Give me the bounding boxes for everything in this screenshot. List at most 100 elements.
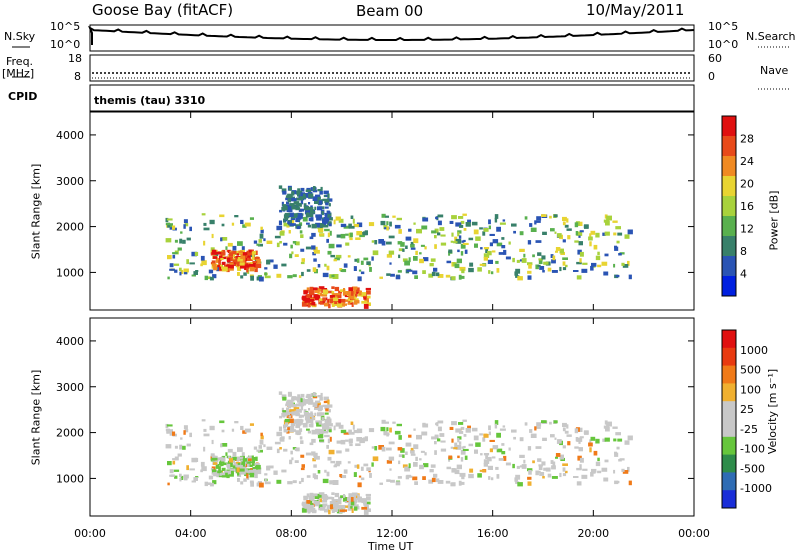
velocity-echo-cell [246,473,249,479]
velocity-echo-cell [312,396,318,399]
power-echo-cell [191,251,197,257]
velocity-echo-cell [574,428,579,434]
power-echo-cell [327,232,330,238]
power-echo-cell [296,241,300,246]
power-echo-cell [368,263,371,267]
power-echo-cell [378,239,384,244]
power-echo-cell [496,226,501,232]
power-echo-cell [331,286,335,289]
power-echo-cell [189,262,195,265]
velocity-echo-cell [402,454,405,458]
velocity-echo-cell [225,470,231,475]
beam-title: Beam 00 [356,2,424,20]
velocity-echo-cell [460,449,466,455]
power-echo-cell [542,270,545,273]
power-echo-cell [303,206,310,211]
velocity-echo-cell [459,430,464,434]
velocity-echo-cell [468,473,474,479]
power-echo-cell [286,205,290,210]
power-echo-cell [353,288,356,294]
power-echo-cell [356,258,360,263]
power-echo-cell [304,290,309,293]
velocity-echo-cell [319,498,322,503]
power-echo-cell [604,253,609,257]
power-echo-cell [435,216,439,220]
velocity-echo-cell [488,425,491,431]
velocity-echo-cell [172,458,178,461]
power-echo-cell [527,240,532,245]
velocity-echo-cell [179,444,183,450]
velocity-echo-cell [345,505,349,508]
velocity-echo-cell [325,400,329,403]
power-echo-cell [333,297,339,302]
velocity-echo-cell [326,444,329,449]
velocity-echo-cell [627,435,633,441]
velocity-echo-cell [559,472,562,478]
power-echo-cell [457,249,460,253]
power-echo-cell [566,218,569,223]
power-echo-cell [317,264,321,268]
power-echo-cell [498,252,504,255]
power-echo-cell [337,293,342,299]
velocity-echo-cell [424,452,427,456]
velocity-echo-cell [576,467,582,471]
power-echo-cell [249,217,254,220]
power-echo-cell [622,264,629,268]
power-echo-cell [368,222,375,227]
velocity-echo-cell [193,477,198,481]
power-echo-cell [343,288,346,292]
velocity-echo-cell [293,407,300,411]
velocity-echo-cell [410,450,415,454]
power-echo-cell [308,210,313,215]
velocity-echo-cell [350,501,355,506]
power-echo-cell [434,228,439,234]
velocity-echo-cell [319,439,324,442]
velocity-echo-cell [343,494,346,498]
power-echo-cell [225,246,228,250]
nsky-label: N.Sky [4,30,36,43]
velocity-echo-cell [320,392,323,398]
power-echo-cell [322,289,329,294]
power-echo-cell [204,275,208,281]
power-echo-cell [527,262,533,266]
power-echo-cell [398,229,402,234]
velocity-echo-cell [513,436,516,440]
velocity-echo-cell [335,499,341,502]
power-echo-cell [354,300,358,305]
velocity-echo-cell [357,482,362,488]
colorbar-swatch [722,383,736,402]
velocity-echo-cell [296,447,300,452]
power-echo-cell [479,263,486,266]
velocity-echo-cell [428,479,434,484]
velocity-echo-cell [327,404,333,408]
power-echo-cell [286,225,290,228]
power-echo-cell [499,222,506,225]
power-echo-cell [182,239,186,244]
velocity-echo-cell [593,450,598,456]
velocity-echo-cell [307,413,314,418]
velocity-echo-cell [326,505,330,511]
power-echo-cell [371,240,375,243]
velocity-echo-cell [339,504,346,509]
power-echo-cell [166,218,173,221]
velocity-echo-cell [464,455,468,460]
velocity-echo-cell [554,437,557,440]
power-echo-cell [351,286,358,290]
velocity-echo-cell [619,458,625,461]
velocity-echo-cell [313,392,316,396]
velocity-echo-cell [292,425,295,430]
velocity-echo-cell [220,463,224,467]
velocity-echo-cell [298,400,301,404]
power-echo-cell [248,252,252,256]
velocity-echo-cell [601,467,608,472]
velocity-echo-cell [319,492,323,495]
velocity-echo-cell [209,425,215,431]
velocity-echo-cell [183,425,188,430]
velocity-echo-cell [517,482,523,487]
colorbar-swatch [722,276,736,297]
power-echo-cell [300,248,305,252]
power-echo-cell [248,263,255,268]
velocity-echo-cell [213,462,218,465]
velocity-echo-cell [622,470,629,474]
power-echo-cell [281,207,286,211]
